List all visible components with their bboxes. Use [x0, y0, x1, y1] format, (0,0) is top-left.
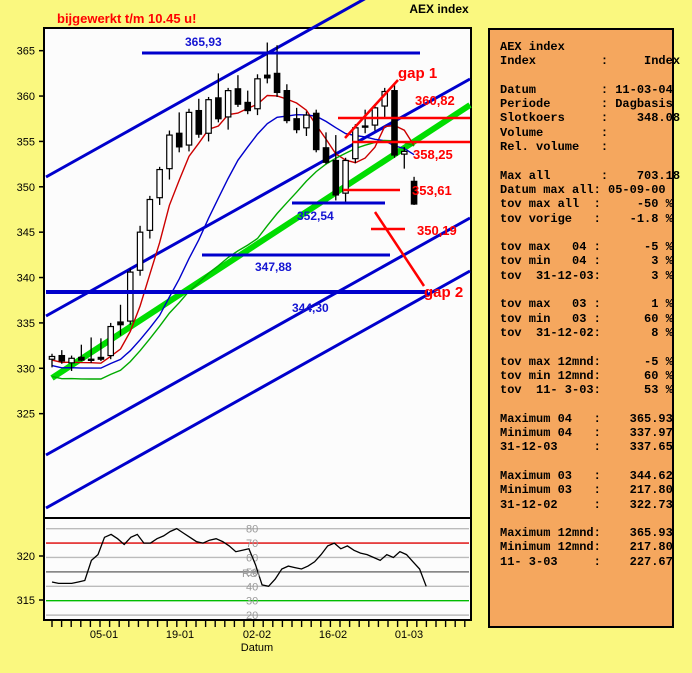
page-title: AEX index: [409, 2, 469, 16]
candle-body: [391, 90, 398, 156]
candle-body: [146, 198, 154, 231]
channel-upper-line: [45, 0, 366, 179]
rsi-grid-label: 20: [246, 610, 258, 622]
x-tick-label: 19-01: [166, 629, 194, 641]
candle-body: [263, 74, 271, 79]
candle-body: [185, 111, 193, 146]
candle-body: [68, 357, 75, 364]
candle-body: [126, 271, 134, 322]
candle-body: [410, 180, 418, 205]
candle-body: [78, 356, 85, 361]
rsi-grid-label: 50: [246, 567, 258, 579]
x-tick-label: 16-02: [319, 629, 347, 641]
label-344-30: 344,30: [292, 301, 329, 315]
candle-body: [303, 114, 310, 129]
candle-body: [175, 132, 183, 148]
gap1-leader-line: [344, 79, 399, 139]
label-gap-2: gap 2: [424, 284, 463, 301]
candle-body: [195, 109, 203, 135]
candle-body: [166, 134, 173, 170]
candle-body: [58, 354, 66, 362]
candlestick-series: [48, 42, 418, 371]
y-tick-label: 335: [17, 318, 35, 330]
x-tick-label: 05-01: [90, 629, 118, 641]
candle-body: [156, 168, 163, 199]
channel-lower-line: [45, 216, 471, 457]
update-note: bijgewerkt t/m 10.45 u!: [57, 11, 197, 26]
candle-body: [293, 118, 300, 131]
label-gap-1: gap 1: [398, 65, 437, 82]
y-tick-label: 340: [17, 273, 35, 285]
candle-body: [215, 97, 222, 120]
label-350-19: 350,19: [417, 223, 457, 238]
candle-body: [400, 150, 408, 155]
rsi-line: [51, 527, 427, 588]
x-axis: 05-01 19-01 02-02 16-02 01-03: [51, 620, 466, 641]
candle-body: [254, 78, 261, 110]
candle-body: [234, 88, 242, 105]
y-tick-label: 345: [17, 227, 35, 239]
rsi-grid-label: 60: [246, 552, 258, 564]
rsi-grid-label: 40: [246, 581, 258, 593]
info-panel-text: AEX index Index : Index Datum : 11-03-04…: [500, 40, 681, 569]
label-365-93: 365,93: [185, 35, 222, 49]
label-347-88: 347,88: [255, 260, 292, 274]
rsi-grid-label: 70: [246, 538, 258, 550]
rsi-series-label: RSI: [242, 568, 260, 580]
candle-body: [273, 72, 281, 94]
y-tick-label: 320: [17, 551, 35, 563]
candle-body: [371, 107, 379, 126]
candle-body: [283, 90, 291, 122]
info-panel: AEX index Index : Index Datum : 11-03-04…: [488, 28, 681, 628]
candle-body: [117, 321, 124, 326]
candle-body: [342, 159, 349, 194]
x-tick-label: 02-02: [243, 629, 271, 641]
label-360-82: 360,82: [415, 93, 455, 108]
x-axis-title: Datum: [241, 642, 273, 654]
candle-body: [48, 355, 56, 360]
label-353-61: 353,61: [412, 183, 452, 198]
candle-body: [97, 356, 105, 360]
label-358-25: 358,25: [413, 147, 453, 162]
rsi-grid-label: 30: [246, 596, 258, 608]
candle-body: [312, 112, 320, 151]
candle-body: [361, 125, 369, 128]
candle-body: [332, 159, 340, 196]
y-tick-label: 355: [17, 136, 35, 148]
green-trendline: [50, 102, 472, 381]
y-tick-label: 325: [17, 409, 35, 421]
candle-body: [87, 358, 95, 362]
y-tick-label: 350: [17, 182, 35, 194]
candle-body: [322, 147, 330, 163]
channel-bottom-line: [45, 269, 471, 510]
y-tick-label: 360: [17, 91, 35, 103]
label-352-54: 352,54: [297, 209, 334, 223]
y-tick-label: 315: [17, 595, 35, 607]
candle-body: [136, 231, 144, 271]
candle-body: [224, 90, 232, 118]
candle-body: [205, 99, 212, 134]
x-tick-label: 01-03: [395, 629, 423, 641]
y-tick-label: 330: [17, 363, 35, 375]
rsi-grid-label: 80: [246, 524, 258, 536]
candle-body: [244, 101, 252, 112]
y-axis: 325 330 335 340 345 350 355 360 365 320 315: [17, 46, 44, 607]
candle-body: [107, 325, 115, 357]
gap2-leader-line: [373, 211, 426, 287]
y-tick-label: 365: [17, 46, 35, 58]
